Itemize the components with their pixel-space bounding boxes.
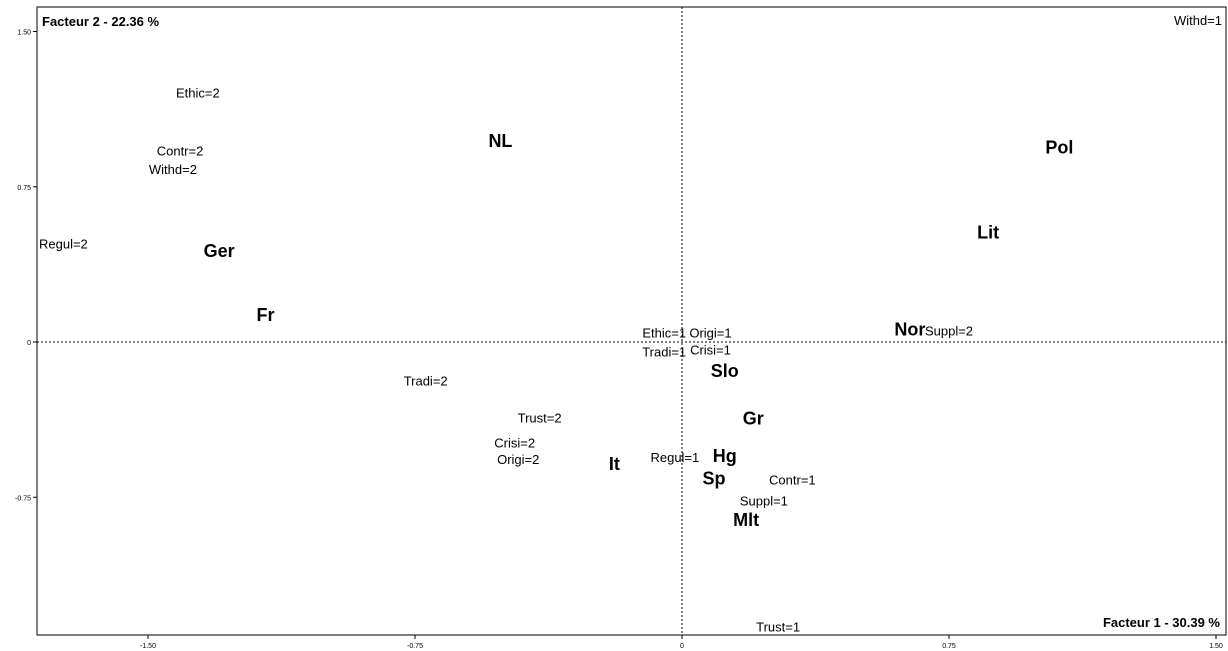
country-point-label: Fr bbox=[256, 305, 274, 325]
country-point-label: Mlt bbox=[733, 510, 759, 530]
country-point-label: NL bbox=[488, 131, 512, 151]
x-axis-title: Facteur 1 - 30.39 % bbox=[1103, 615, 1220, 630]
variable-point-label: Tradi=1 bbox=[642, 344, 686, 359]
variable-point-label: Withd=2 bbox=[149, 162, 197, 177]
country-point-label: Nor bbox=[894, 320, 925, 340]
y-tick-label: 0.75 bbox=[17, 185, 31, 192]
variable-point-label: Regul=1 bbox=[650, 450, 699, 465]
variable-point-label: Contr=2 bbox=[157, 144, 204, 159]
variable-point-label: Tradi=2 bbox=[404, 373, 448, 388]
country-point-label: Gr bbox=[743, 409, 764, 429]
variable-point-label: Withd=1 bbox=[1174, 13, 1222, 28]
x-tick-label: 0 bbox=[680, 643, 684, 650]
data-points: Withd=1 Ethic=2 Contr=2 Withd=2 Regul=2 NL Ger… bbox=[39, 13, 1222, 635]
variable-point-label: Origi=1 bbox=[689, 326, 731, 341]
country-point-label: Lit bbox=[977, 222, 999, 242]
country-point-label: Pol bbox=[1045, 137, 1073, 157]
y-tick-label: -0.75 bbox=[15, 495, 31, 502]
variable-point-label: Suppl=1 bbox=[740, 493, 788, 508]
y-axis-ticks: 1.50 0.75 0 -0.75 bbox=[15, 30, 37, 502]
variable-point-label: Suppl=2 bbox=[925, 324, 973, 339]
variable-point-label: Trust=1 bbox=[756, 620, 800, 635]
x-tick-label: 0.75 bbox=[942, 643, 956, 650]
variable-point-label: Regul=2 bbox=[39, 237, 88, 252]
variable-point-label: Ethic=2 bbox=[176, 86, 220, 101]
variable-point-label: Ethic=1 bbox=[642, 326, 686, 341]
country-point-label: Hg bbox=[713, 446, 737, 466]
country-point-label: It bbox=[609, 454, 620, 474]
variable-point-label: Crisi=2 bbox=[494, 435, 535, 450]
y-tick-label: 1.50 bbox=[17, 30, 31, 37]
variable-point-label: Trust=2 bbox=[518, 411, 562, 426]
plot-frame bbox=[36, 6, 1227, 636]
country-point-label: Sp bbox=[703, 469, 726, 489]
variable-point-label: Contr=1 bbox=[769, 473, 816, 488]
x-axis-ticks: -1.50 -0.75 0 0.75 1.50 bbox=[140, 635, 1223, 650]
variable-point-label: Crisi=1 bbox=[690, 342, 731, 357]
x-tick-label: -1.50 bbox=[140, 643, 156, 650]
x-tick-label: -0.75 bbox=[407, 643, 423, 650]
y-axis-title: Facteur 2 - 22.36 % bbox=[42, 14, 159, 29]
y-tick-label: 0 bbox=[27, 340, 31, 347]
variable-point-label: Origi=2 bbox=[497, 452, 539, 467]
country-point-label: Slo bbox=[711, 361, 739, 381]
x-tick-label: 1.50 bbox=[1209, 643, 1223, 650]
country-point-label: Ger bbox=[204, 241, 235, 261]
